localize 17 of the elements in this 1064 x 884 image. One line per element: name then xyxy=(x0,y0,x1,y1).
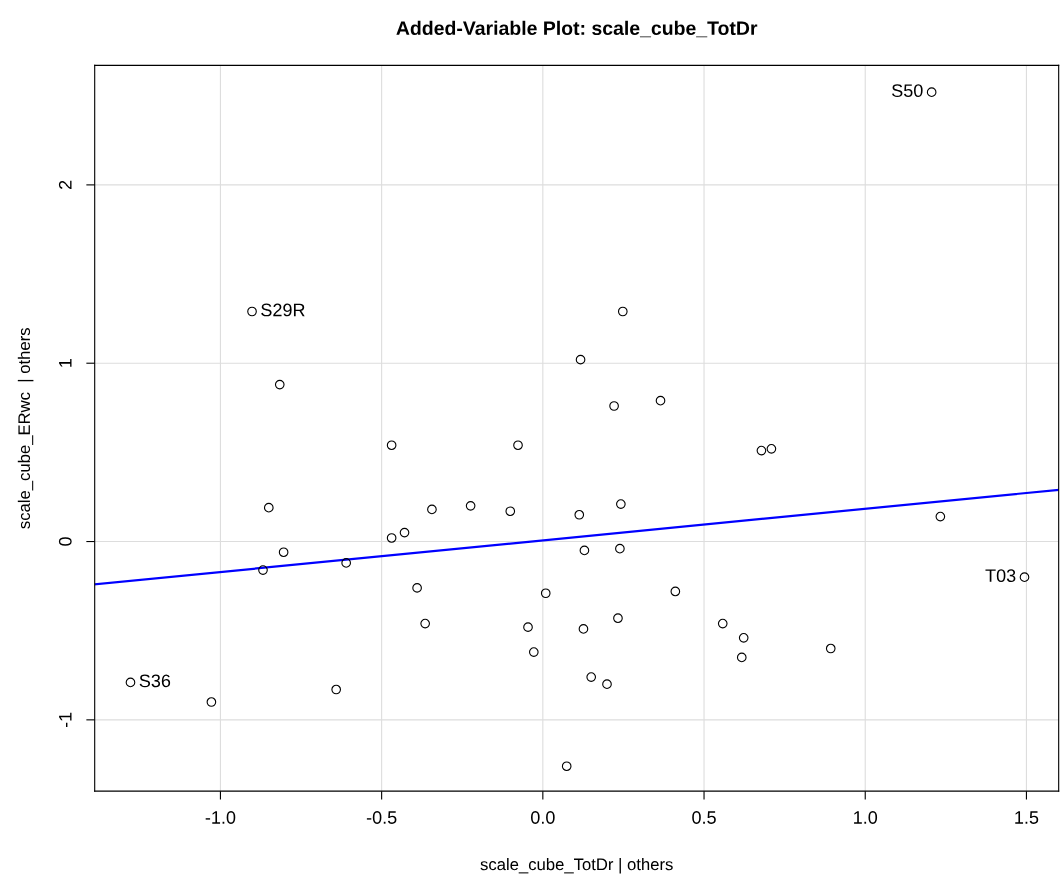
annotation: T03 xyxy=(985,569,1016,583)
x-tick-label: 0.5 xyxy=(692,811,716,824)
annotation: S29R xyxy=(261,303,305,317)
y-axis-title: scale_cube_ERwc | others xyxy=(17,328,34,529)
x-tick-label: 1.0 xyxy=(854,811,878,824)
x-tick-label: 0.0 xyxy=(530,811,555,824)
y-tick-label: -1 xyxy=(59,712,72,728)
annotation: S50 xyxy=(892,84,923,98)
annotation: S36 xyxy=(139,674,171,688)
y-tick-label: 0 xyxy=(58,537,72,546)
x-axis-title: scale_cube_TotDr | others xyxy=(480,858,673,874)
x-tick-label: -0.5 xyxy=(366,811,397,824)
chart-title: Added-Variable Plot: scale_cube_TotDr xyxy=(396,20,758,38)
y-tick-label: 1 xyxy=(59,359,72,367)
x-tick-label: 1.5 xyxy=(1015,811,1039,824)
x-tick-label: -1.0 xyxy=(205,811,236,824)
y-tick-label: 2 xyxy=(58,180,72,189)
